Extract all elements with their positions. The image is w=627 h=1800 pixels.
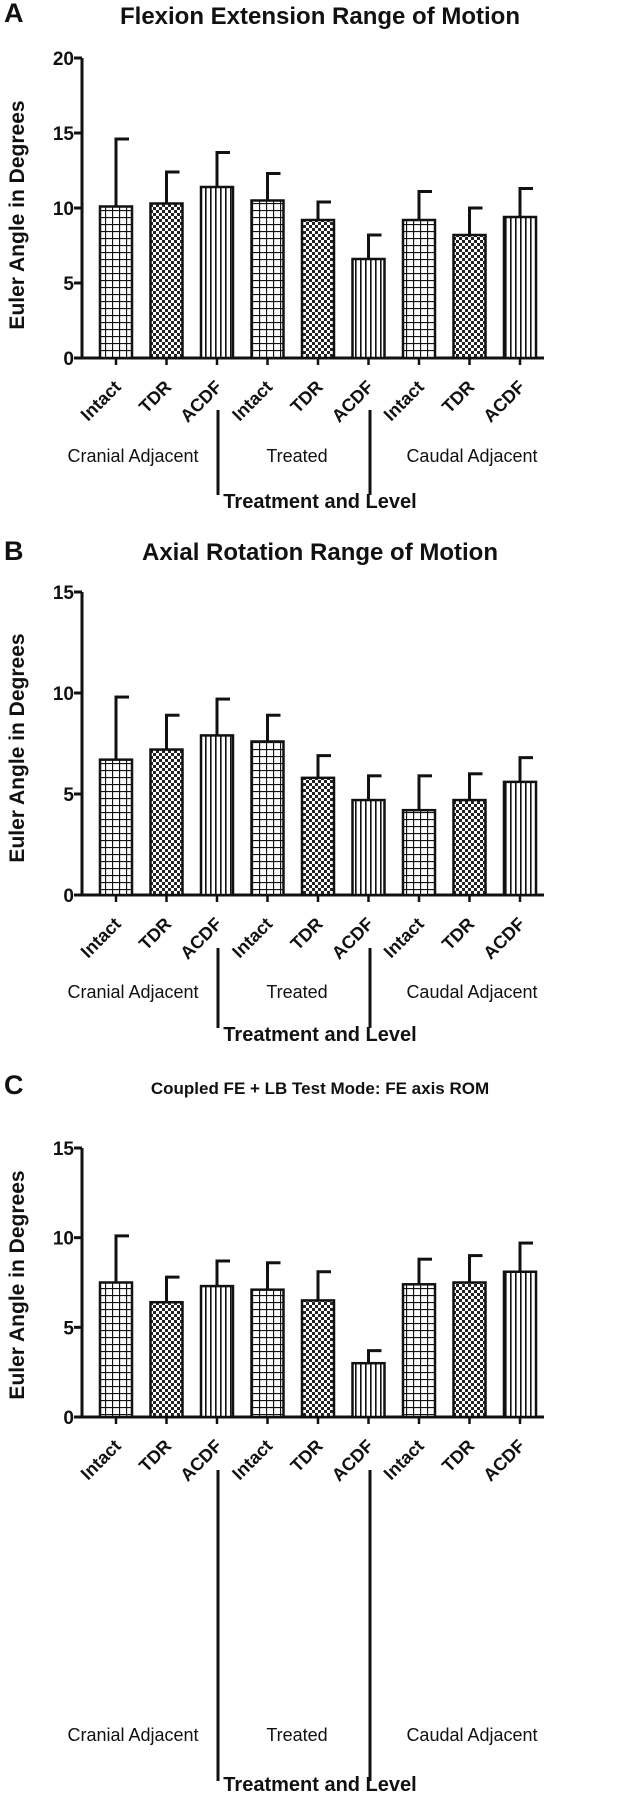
y-tick-label: 15 bbox=[53, 124, 75, 145]
x-tick-label: Intact bbox=[77, 377, 125, 425]
x-axis-label: Treatment and Level bbox=[223, 491, 416, 513]
panel-letter: B bbox=[4, 536, 24, 566]
bar bbox=[351, 798, 386, 897]
x-tick-label: Intact bbox=[77, 914, 125, 962]
chart-title: Coupled FE + LB Test Mode: FE axis ROM bbox=[151, 1079, 489, 1098]
bar bbox=[351, 1361, 386, 1419]
bar bbox=[149, 1300, 184, 1419]
panel-letter: C bbox=[4, 1070, 24, 1100]
bar bbox=[250, 740, 285, 897]
y-tick-label: 0 bbox=[63, 349, 74, 370]
x-tick-label: TDR bbox=[287, 1436, 327, 1476]
x-tick-label: Intact bbox=[77, 1436, 125, 1484]
x-tick-label: TDR bbox=[287, 377, 327, 417]
y-tick-label: 10 bbox=[53, 1229, 74, 1250]
bar bbox=[452, 1281, 487, 1419]
bar bbox=[98, 205, 134, 360]
group-label: Treated bbox=[266, 1725, 327, 1745]
chart-title: Axial Rotation Range of Motion bbox=[142, 539, 498, 566]
chart-panel-a: A Flexion Extension Range of Motion 0 5 10 15… bbox=[4, 0, 544, 513]
chart-panel-b: B Axial Rotation Range of Motion 0 5 10 15 Eul… bbox=[4, 536, 544, 1046]
bar bbox=[502, 780, 538, 897]
x-tick-label: Intact bbox=[228, 377, 276, 425]
y-tick-label: 20 bbox=[53, 49, 74, 70]
bar bbox=[300, 776, 336, 897]
x-tick-label: TDR bbox=[438, 914, 478, 954]
x-tick-label: Intact bbox=[380, 377, 428, 425]
chart-title: Flexion Extension Range of Motion bbox=[120, 3, 520, 30]
bar bbox=[199, 185, 235, 360]
bar bbox=[149, 748, 184, 897]
chart-panel-c: C Coupled FE + LB Test Mode: FE axis ROM 0… bbox=[4, 1070, 544, 1796]
y-tick-label: 0 bbox=[63, 886, 74, 907]
group-label: Cranial Adjacent bbox=[67, 982, 198, 1002]
x-tick-label: TDR bbox=[135, 914, 175, 954]
bar bbox=[502, 1270, 538, 1419]
panel-letter: A bbox=[4, 0, 24, 28]
group-label: Caudal Adjacent bbox=[406, 1725, 537, 1745]
x-tick-label: Intact bbox=[380, 914, 428, 962]
bar bbox=[149, 202, 184, 360]
bar bbox=[250, 199, 285, 360]
y-tick-label: 5 bbox=[63, 1318, 74, 1339]
bar bbox=[98, 1281, 134, 1419]
group-label: Caudal Adjacent bbox=[406, 446, 537, 466]
bar bbox=[300, 1299, 336, 1419]
y-tick-label: 15 bbox=[53, 583, 75, 604]
x-tick-label: TDR bbox=[135, 377, 175, 417]
x-axis-label: Treatment and Level bbox=[223, 1024, 416, 1046]
y-tick-label: 10 bbox=[53, 684, 74, 705]
group-label: Cranial Adjacent bbox=[67, 446, 198, 466]
y-tick-label: 15 bbox=[53, 1139, 75, 1160]
bar bbox=[199, 1284, 235, 1419]
y-axis-label: Euler Angle in Degrees bbox=[6, 1170, 29, 1399]
bar bbox=[452, 233, 487, 360]
x-tick-label: Intact bbox=[380, 1436, 428, 1484]
bar bbox=[351, 257, 386, 360]
bar bbox=[452, 798, 487, 897]
x-tick-label: ACDF bbox=[479, 377, 528, 426]
bar bbox=[502, 215, 538, 360]
bar bbox=[300, 218, 336, 360]
group-label: Caudal Adjacent bbox=[406, 982, 537, 1002]
bar bbox=[98, 758, 134, 897]
y-tick-label: 5 bbox=[63, 274, 74, 295]
y-tick-label: 0 bbox=[63, 1408, 74, 1429]
y-tick-label: 10 bbox=[53, 199, 74, 220]
x-axis-label: Treatment and Level bbox=[223, 1774, 416, 1796]
bar bbox=[199, 734, 235, 897]
x-tick-label: TDR bbox=[135, 1436, 175, 1476]
x-tick-label: TDR bbox=[287, 914, 327, 954]
bar bbox=[401, 1283, 437, 1419]
x-tick-label: Intact bbox=[228, 914, 276, 962]
group-label: Treated bbox=[266, 446, 327, 466]
y-axis-label: Euler Angle in Degrees bbox=[6, 633, 29, 862]
x-tick-label: Intact bbox=[228, 1436, 276, 1484]
y-tick-label: 5 bbox=[63, 785, 74, 806]
x-tick-label: TDR bbox=[438, 1436, 478, 1476]
x-tick-label: TDR bbox=[438, 377, 478, 417]
group-label: Treated bbox=[266, 982, 327, 1002]
bar bbox=[401, 808, 437, 897]
group-label: Cranial Adjacent bbox=[67, 1725, 198, 1745]
x-tick-label: ACDF bbox=[479, 1436, 528, 1485]
bar bbox=[401, 218, 437, 360]
bar bbox=[250, 1288, 285, 1419]
x-tick-label: ACDF bbox=[479, 914, 528, 963]
y-axis-label: Euler Angle in Degrees bbox=[6, 100, 29, 329]
